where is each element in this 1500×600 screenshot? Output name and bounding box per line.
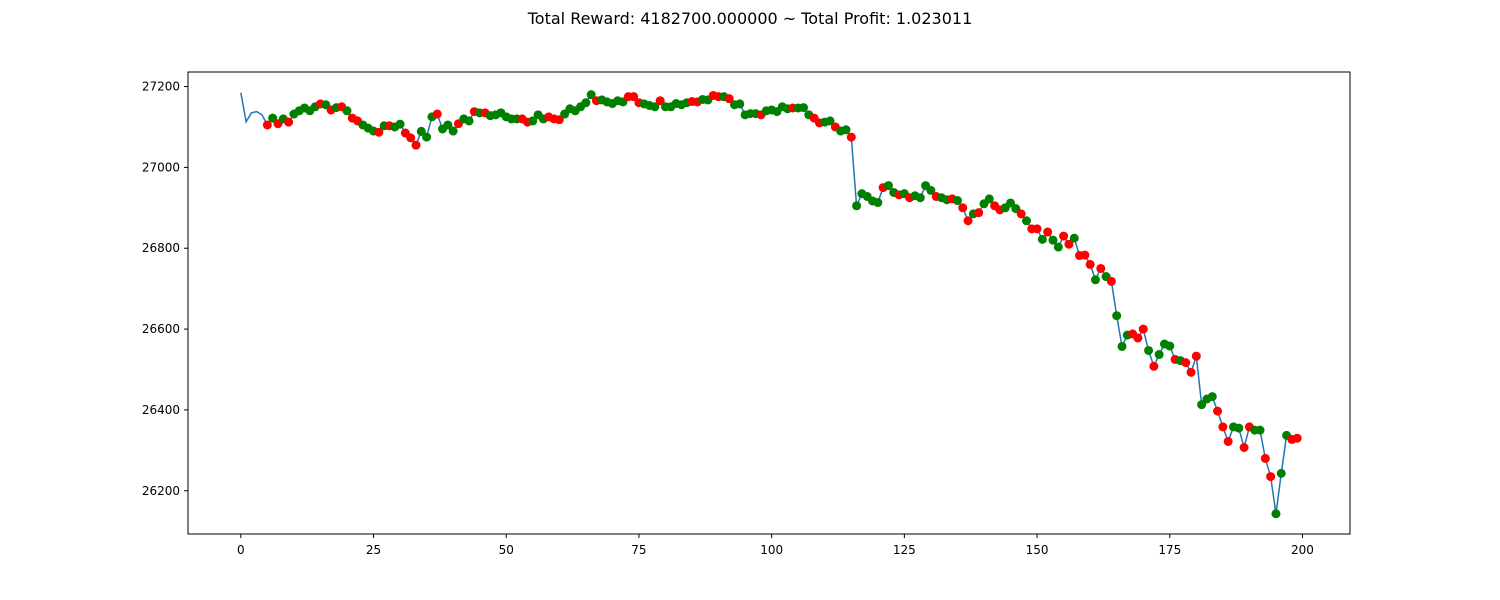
sell-marker-point [432,109,442,119]
sell-marker-point [958,203,968,213]
sell-marker-point [1064,239,1074,249]
sell-marker-point [1191,351,1201,361]
buy-marker-point [586,90,596,100]
y-tick-label: 26600 [142,322,180,336]
sell-marker-point [1096,263,1106,273]
buy-marker-point [1053,242,1063,252]
buy-marker-point [1276,468,1286,478]
chart-title: Total Reward: 4182700.000000 ~ Total Pro… [527,9,973,28]
sell-marker-point [1080,250,1090,260]
buy-marker-point [422,132,432,142]
sell-marker-point [1043,227,1053,237]
x-tick-label: 75 [631,543,646,557]
y-tick-label: 26200 [142,484,180,498]
sell-marker-point [1266,472,1276,482]
x-tick-label: 0 [237,543,245,557]
sell-marker-point [1292,433,1302,443]
x-tick-label: 25 [366,543,381,557]
x-tick-label: 50 [499,543,514,557]
sell-marker-point [262,120,272,130]
y-tick-label: 27200 [142,80,180,94]
buy-marker-point [1090,275,1100,285]
buy-marker-point [1207,392,1217,402]
sell-marker-point [1223,436,1233,446]
buy-marker-point [883,181,893,191]
sell-marker-point [554,115,564,125]
buy-marker-point [1112,311,1122,321]
sell-marker-point [374,127,384,137]
buy-marker-point [952,196,962,206]
sell-marker-point [1213,406,1223,416]
sell-marker-point [406,133,416,143]
x-tick-label: 200 [1291,543,1314,557]
sell-marker-point [974,208,984,218]
sell-marker-point [1085,259,1095,269]
x-tick-label: 150 [1026,543,1049,557]
sell-marker-point [1186,367,1196,377]
buy-marker-point [873,198,883,208]
buy-marker-point [799,103,808,113]
buy-marker-point [464,116,474,126]
buy-marker-point [984,194,994,204]
buy-marker-point [528,116,538,126]
buy-marker-point [825,116,835,126]
buy-marker-point [1037,234,1047,244]
sell-marker-point [846,132,856,142]
sell-marker-point [963,216,973,226]
buy-marker-point [1255,425,1265,435]
buy-marker-point [581,98,591,108]
buy-marker-point [1048,235,1058,245]
sell-marker-point [1239,443,1249,452]
x-tick-label: 125 [893,543,916,557]
sell-marker-point [1059,231,1069,241]
buy-marker-point [395,119,405,129]
sell-marker-point [1032,224,1042,234]
buy-marker-point [1006,198,1016,208]
buy-marker-point [841,125,851,135]
sell-marker-point [1181,358,1191,368]
sell-marker-point [1133,333,1143,343]
sell-marker-point [655,96,665,106]
sell-marker-point [724,94,734,104]
sell-marker-point [1218,422,1228,432]
buy-marker-point [926,185,936,195]
buy-marker-point [915,193,925,203]
buy-marker-point [1117,341,1127,351]
data-layer [240,90,1302,519]
tick-layer: 0 25 50 75 100 125 150 175 200 26200 26400 26600 268… [142,80,1314,557]
axes-frame [187,71,1351,535]
buy-marker-point [1197,400,1207,410]
sell-marker-point [1106,276,1116,286]
sell-marker-point [629,92,639,102]
buy-marker-point [1154,350,1164,360]
buy-marker-point [1021,216,1031,226]
x-tick-label: 175 [1158,543,1181,557]
buy-marker-point [342,106,352,116]
series-line [240,92,1298,514]
sell-marker-point [1016,209,1026,219]
buy-marker-point [1234,423,1244,433]
buy-marker-point [1165,341,1175,351]
buy-marker-point [268,113,278,123]
buy-marker-point [416,126,426,136]
buy-marker-point [1144,345,1154,355]
x-tick-label: 100 [760,543,783,557]
sell-marker-point [1260,453,1270,463]
sell-marker-point [411,140,421,150]
y-tick-label: 26800 [142,241,180,255]
buy-marker-point [1069,233,1079,243]
sell-marker-point [1138,324,1148,334]
buy-marker-point [443,120,453,130]
buy-marker-point [735,99,745,109]
buy-marker-point [1271,509,1281,519]
buy-marker-point [650,102,660,112]
buy-marker-point [448,126,458,136]
y-tick-label: 26400 [142,403,180,417]
sell-marker-point [1149,361,1159,371]
buy-marker-point [852,201,862,211]
y-tick-label: 27000 [142,160,180,174]
sell-marker-point [284,117,294,127]
